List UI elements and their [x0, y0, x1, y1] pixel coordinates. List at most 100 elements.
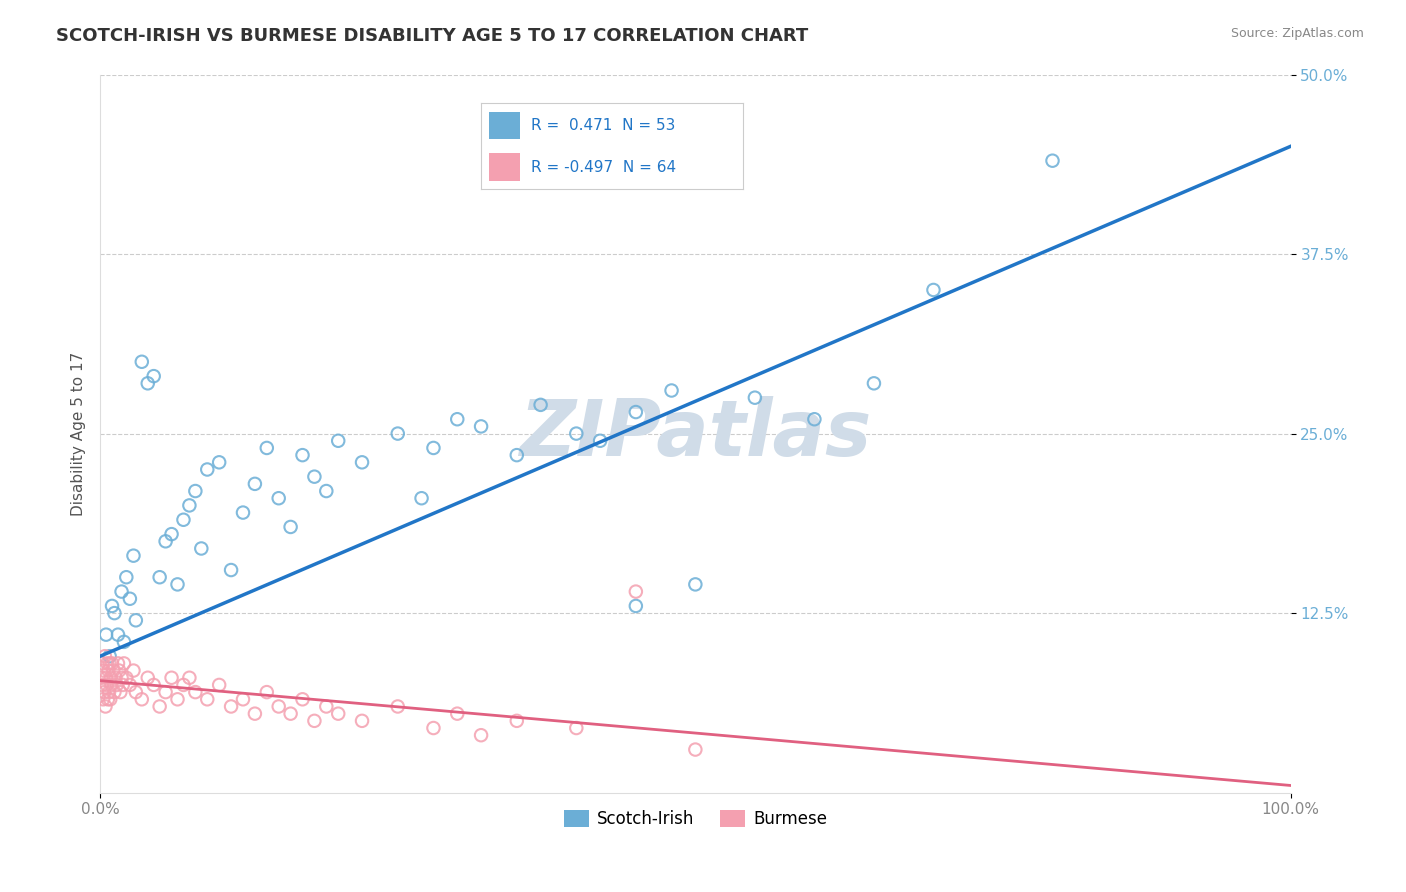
Scotch-Irish	[565, 426, 588, 441]
Scotch-Irish	[446, 412, 468, 426]
Scotch-Irish	[243, 476, 266, 491]
Burmese	[136, 671, 159, 685]
Burmese	[105, 678, 128, 692]
Burmese	[565, 721, 588, 735]
Burmese	[97, 692, 120, 706]
Scotch-Irish	[232, 506, 254, 520]
Scotch-Irish	[98, 649, 121, 664]
Burmese	[232, 692, 254, 706]
Burmese	[184, 685, 207, 699]
Burmese	[103, 664, 125, 678]
Scotch-Irish	[179, 499, 201, 513]
Scotch-Irish	[328, 434, 350, 448]
Burmese	[506, 714, 529, 728]
Burmese	[446, 706, 468, 721]
Burmese	[291, 692, 314, 706]
Burmese	[149, 699, 172, 714]
Burmese	[98, 657, 121, 671]
Burmese	[315, 699, 337, 714]
Burmese	[98, 692, 121, 706]
Burmese	[103, 685, 125, 699]
Scotch-Irish	[208, 455, 231, 469]
Burmese	[91, 692, 114, 706]
Burmese	[100, 671, 122, 685]
Scotch-Irish	[149, 570, 172, 584]
Burmese	[93, 664, 115, 678]
Burmese	[304, 714, 326, 728]
Scotch-Irish	[118, 591, 141, 606]
Scotch-Irish	[125, 613, 148, 627]
Burmese	[118, 678, 141, 692]
Scotch-Irish	[803, 412, 825, 426]
Burmese	[685, 742, 707, 756]
Text: SCOTCH-IRISH VS BURMESE DISABILITY AGE 5 TO 17 CORRELATION CHART: SCOTCH-IRISH VS BURMESE DISABILITY AGE 5…	[56, 27, 808, 45]
Burmese	[90, 671, 112, 685]
Scotch-Irish	[350, 455, 373, 469]
Burmese	[91, 657, 114, 671]
Burmese	[256, 685, 278, 699]
Scotch-Irish	[863, 376, 886, 391]
Burmese	[90, 678, 112, 692]
Scotch-Irish	[744, 391, 766, 405]
Burmese	[112, 657, 135, 671]
Burmese	[195, 692, 218, 706]
Scotch-Irish	[422, 441, 444, 455]
Scotch-Irish	[280, 520, 302, 534]
Scotch-Irish	[195, 462, 218, 476]
Burmese	[111, 678, 134, 692]
Burmese	[100, 678, 122, 692]
Burmese	[172, 678, 194, 692]
Scotch-Irish	[131, 355, 153, 369]
Text: Source: ZipAtlas.com: Source: ZipAtlas.com	[1230, 27, 1364, 40]
Burmese	[131, 692, 153, 706]
Burmese	[387, 699, 409, 714]
Scotch-Irish	[103, 606, 125, 620]
Scotch-Irish	[122, 549, 145, 563]
Scotch-Irish	[219, 563, 242, 577]
Burmese	[97, 664, 120, 678]
Burmese	[101, 657, 124, 671]
Scotch-Irish	[291, 448, 314, 462]
Burmese	[208, 678, 231, 692]
Burmese	[107, 657, 129, 671]
Burmese	[94, 699, 117, 714]
Burmese	[115, 671, 138, 685]
Scotch-Irish	[142, 369, 165, 384]
Scotch-Irish	[685, 577, 707, 591]
Burmese	[470, 728, 492, 742]
Scotch-Irish	[470, 419, 492, 434]
Scotch-Irish	[166, 577, 188, 591]
Scotch-Irish	[922, 283, 945, 297]
Burmese	[328, 706, 350, 721]
Burmese	[166, 692, 188, 706]
Scotch-Irish	[624, 599, 647, 613]
Scotch-Irish	[589, 434, 612, 448]
Burmese	[125, 685, 148, 699]
Burmese	[243, 706, 266, 721]
Scotch-Irish	[387, 426, 409, 441]
Scotch-Irish	[304, 469, 326, 483]
Burmese	[108, 664, 131, 678]
Burmese	[104, 671, 127, 685]
Scotch-Irish	[112, 635, 135, 649]
Scotch-Irish	[160, 527, 183, 541]
Burmese	[94, 649, 117, 664]
Scotch-Irish	[624, 405, 647, 419]
Burmese	[122, 664, 145, 678]
Scotch-Irish	[110, 584, 132, 599]
Burmese	[96, 657, 118, 671]
Burmese	[94, 671, 117, 685]
Burmese	[179, 671, 201, 685]
Burmese	[155, 685, 177, 699]
Burmese	[93, 685, 115, 699]
Scotch-Irish	[115, 570, 138, 584]
Scotch-Irish	[190, 541, 212, 556]
Burmese	[422, 721, 444, 735]
Burmese	[160, 671, 183, 685]
Burmese	[98, 685, 121, 699]
Burmese	[624, 584, 647, 599]
Scotch-Irish	[267, 491, 290, 506]
Scotch-Irish	[411, 491, 433, 506]
Scotch-Irish	[184, 483, 207, 498]
Burmese	[350, 714, 373, 728]
